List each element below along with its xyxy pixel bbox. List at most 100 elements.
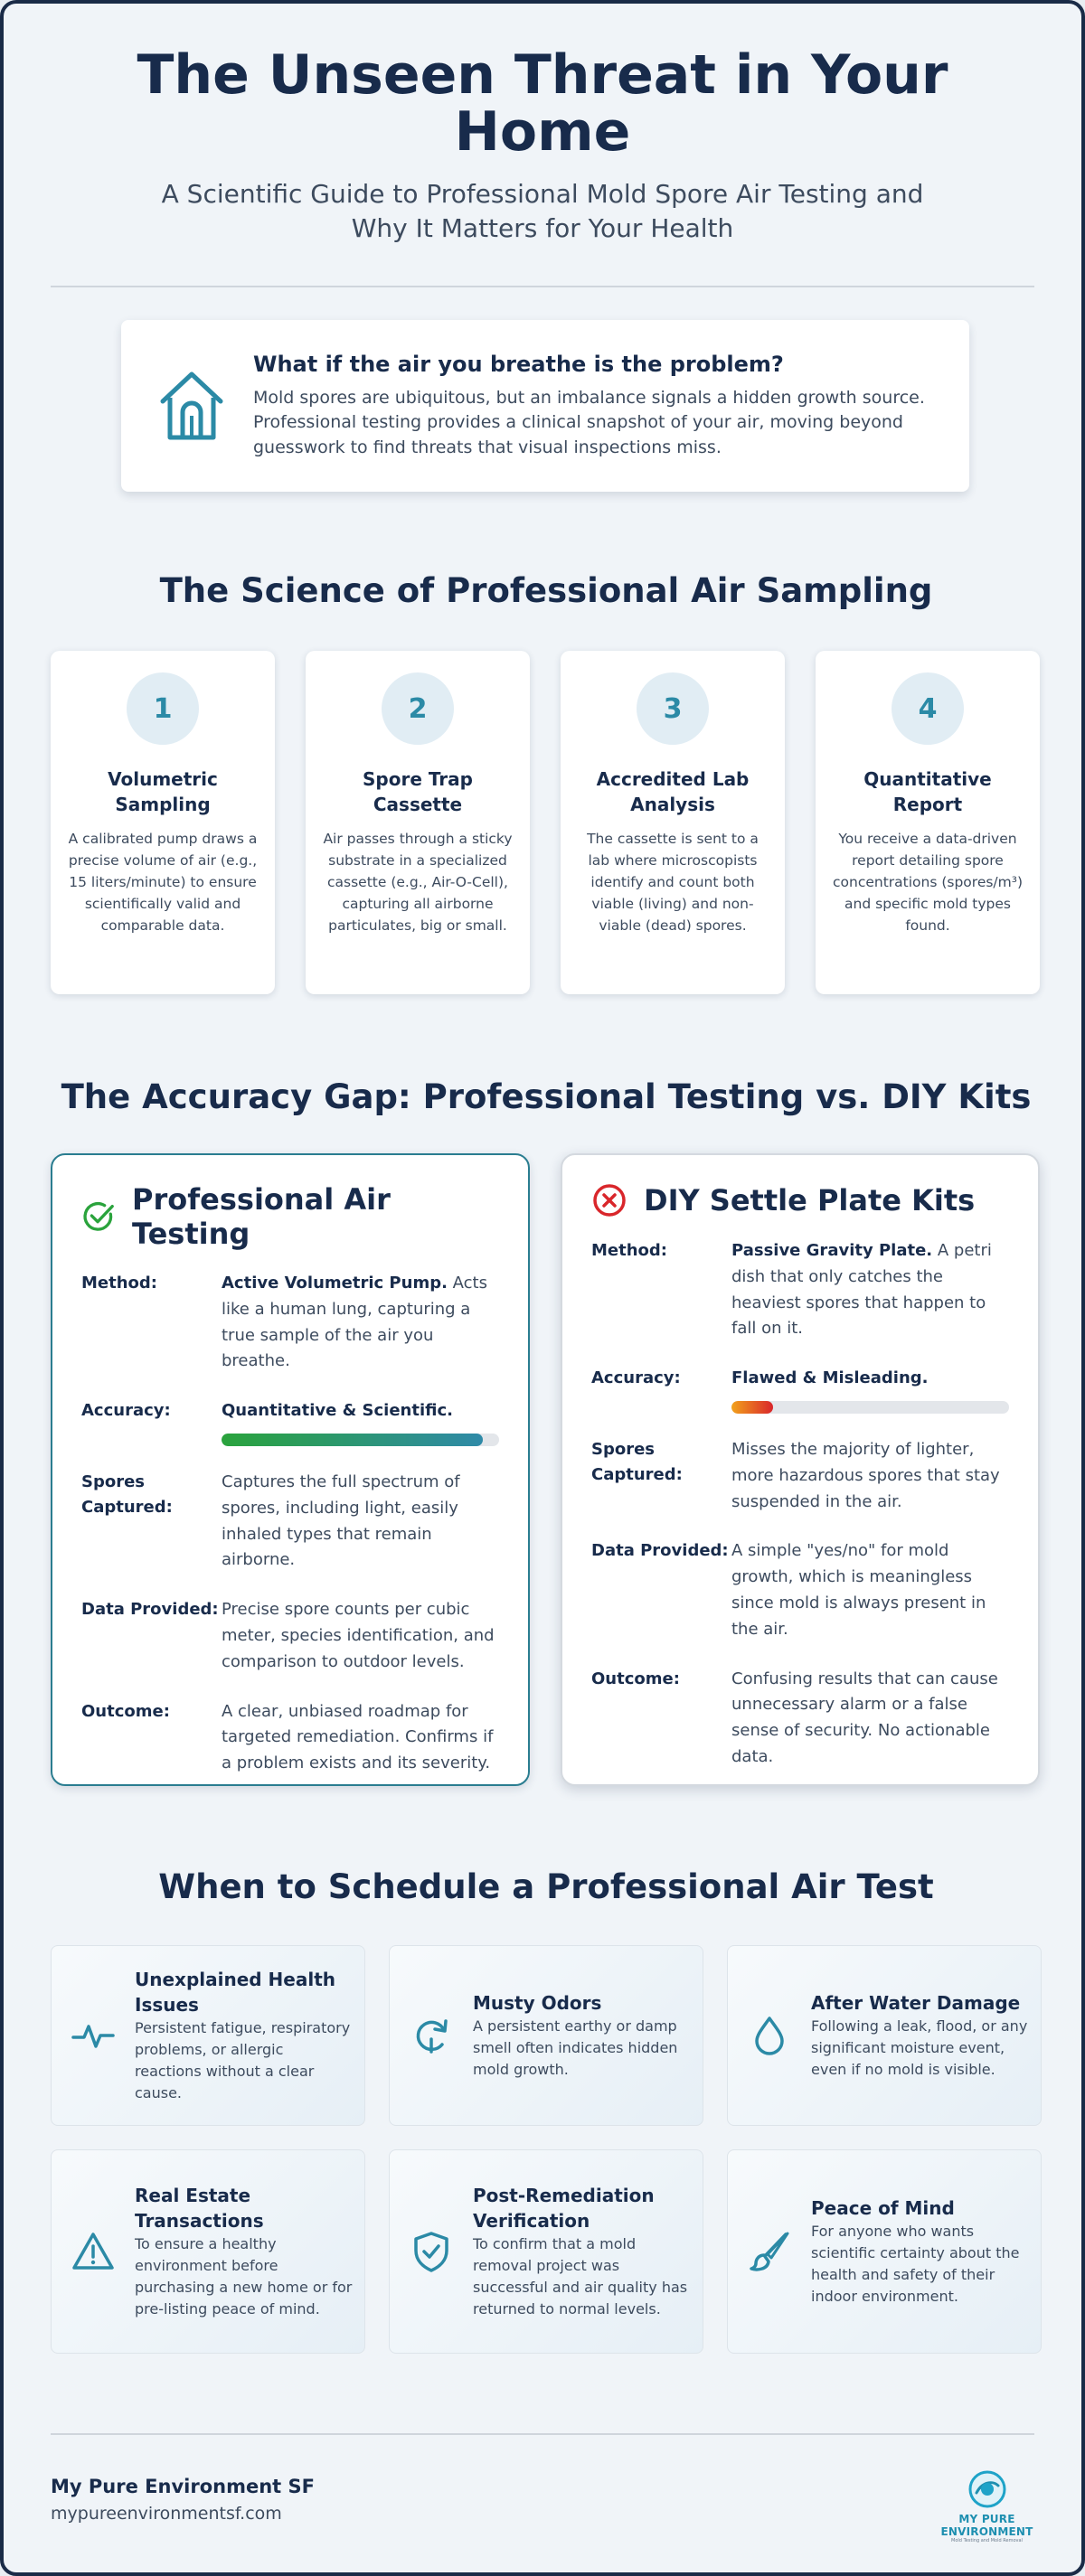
when-card-title: Musty Odors <box>473 1992 602 2014</box>
page-title: The Unseen Threat in Your Home <box>137 43 948 164</box>
footer-brand-name: My Pure Environment SF <box>51 2476 315 2497</box>
step-number: 2 <box>382 672 454 745</box>
when-title: When to Schedule a Professional Air Test <box>158 1867 934 1906</box>
logo-text: MY PURE ENVIRONMENT <box>940 2513 1033 2538</box>
intro-text: Mold spores are ubiquitous, but an imbal… <box>253 387 925 457</box>
refresh-icon <box>416 2019 448 2054</box>
when-card-content: Unexplained Health Issues Persistent fat… <box>135 1967 354 2104</box>
step-number: 4 <box>892 672 964 745</box>
pro-spores-value: Captures the full spectrum of spores, in… <box>222 1471 460 1570</box>
comparison-title: The Accuracy Gap: Professional Testing v… <box>61 1077 1032 1116</box>
science-title: The Science of Professional Air Sampling <box>159 571 933 610</box>
pro-spores-row: Spores Captured: Captures the full spect… <box>81 1470 499 1574</box>
page-subtitle: A Scientific Guide to Professional Mold … <box>161 179 924 243</box>
logo-globe-icon <box>968 2470 1005 2508</box>
step-card-1: 1 Volumetric Sampling A calibrated pump … <box>51 651 275 994</box>
pro-outcome-row: Outcome: A clear, unbiased roadmap for t… <box>81 1699 499 1777</box>
pro-accuracy-text: Quantitative & Scientific. <box>222 1401 453 1421</box>
when-card-peace: Peace of Mind For anyone who wants scien… <box>727 2149 1042 2354</box>
spores-label: Spores Captured: <box>81 1471 173 1517</box>
pro-testing-card: Professional Air Testing Method: Active … <box>51 1153 530 1786</box>
diy-accuracy-value: Flawed & Misleading. <box>731 1366 1009 1414</box>
accuracy-label: Accuracy: <box>591 1368 681 1388</box>
shield-check-icon <box>414 2232 448 2272</box>
diy-spores-row: Spores Captured: Misses the majority of … <box>591 1437 1009 1515</box>
diy-data-row: Data Provided: A simple "yes/no" for mol… <box>591 1538 1009 1642</box>
diy-method-text: A petri dish that only catches the heavi… <box>731 1241 992 1339</box>
diy-accuracy-bar <box>731 1400 1009 1414</box>
step-number: 3 <box>637 672 709 745</box>
when-card-water: After Water Damage Following a leak, flo… <box>727 1945 1042 2126</box>
spores-label: Spores Captured: <box>591 1439 683 1484</box>
data-label: Data Provided: <box>81 1600 219 1620</box>
accuracy-label: Accuracy: <box>81 1401 171 1421</box>
when-card-title: Post-Remediation Verification <box>473 2185 655 2232</box>
diy-data-value: A simple "yes/no" for mold growth, which… <box>731 1541 986 1639</box>
diy-method-row: Method: Passive Gravity Plate. A petri d… <box>591 1238 1009 1342</box>
step-title: Quantitative Report <box>863 768 992 815</box>
when-card-desc: To confirm that a mold removal project w… <box>473 2235 688 2317</box>
heartbeat-icon <box>71 2025 115 2048</box>
method-label: Method: <box>81 1274 157 1293</box>
step-desc: The cassette is sent to a lab where micr… <box>587 831 759 935</box>
when-card-content: Musty Odors A persistent earthy or damp … <box>473 1990 692 2081</box>
warning-icon <box>72 2233 114 2270</box>
data-label: Data Provided: <box>591 1541 729 1561</box>
diy-outcome-row: Outcome: Confusing results that can caus… <box>591 1667 1009 1771</box>
diy-method-bold: Passive Gravity Plate. <box>731 1241 933 1260</box>
pro-accuracy-row: Accuracy: Quantitative & Scientific. <box>81 1398 499 1446</box>
intro-content: What if the air you breathe is the probl… <box>253 352 933 461</box>
pro-method-bold: Active Volumetric Pump. <box>222 1274 448 1293</box>
step-title: Accredited Lab Analysis <box>596 768 750 815</box>
method-label: Method: <box>591 1241 667 1260</box>
when-card-post-remediation: Post-Remediation Verification To confirm… <box>389 2149 703 2354</box>
when-card-health: Unexplained Health Issues Persistent fat… <box>51 1945 365 2126</box>
brush-icon <box>750 2232 789 2271</box>
step-desc: Air passes through a sticky substrate in… <box>323 831 513 935</box>
step-card-3: 3 Accredited Lab Analysis The cassette i… <box>561 651 785 994</box>
step-title: Spore Trap Cassette <box>363 768 473 815</box>
when-card-odors: Musty Odors A persistent earthy or damp … <box>389 1945 703 2126</box>
step-number: 1 <box>127 672 199 745</box>
footer-url-link[interactable]: mypureenvironmentsf.com <box>51 2504 282 2524</box>
outcome-label: Outcome: <box>81 1701 170 1721</box>
diy-outcome-value: Confusing results that can cause unneces… <box>731 1669 998 1766</box>
pro-data-value: Precise spore counts per cubic meter, sp… <box>222 1600 495 1671</box>
pro-method-text: Acts like a human lung, capturing a true… <box>222 1274 487 1371</box>
step-desc: You receive a data-driven report detaili… <box>832 831 1024 935</box>
when-card-title: Peace of Mind <box>811 2197 955 2219</box>
pro-accuracy-value: Quantitative & Scientific. <box>222 1398 499 1446</box>
x-circle-icon <box>593 1184 626 1217</box>
header-divider <box>51 285 1034 287</box>
diy-card-header: DIY Settle Plate Kits <box>591 1182 1009 1218</box>
step-card-2: 2 Spore Trap Cassette Air passes through… <box>306 651 530 994</box>
pro-data-row: Data Provided: Precise spore counts per … <box>81 1597 499 1675</box>
when-card-desc: A persistent earthy or damp smell often … <box>473 2017 678 2078</box>
diy-accuracy-fill <box>731 1400 774 1414</box>
intro-card: What if the air you breathe is the probl… <box>121 320 969 492</box>
when-card-real-estate: Real Estate Transactions To ensure a hea… <box>51 2149 365 2354</box>
diy-card-title: DIY Settle Plate Kits <box>644 1183 976 1217</box>
when-card-content: After Water Damage Following a leak, flo… <box>811 1990 1030 2081</box>
when-card-desc: To ensure a healthy environment before p… <box>135 2235 353 2317</box>
diy-accuracy-row: Accuracy: Flawed & Misleading. <box>591 1366 1009 1414</box>
when-card-title: Unexplained Health Issues <box>135 1969 336 2016</box>
when-card-title: Real Estate Transactions <box>135 2185 264 2232</box>
header: The Unseen Threat in Your Home A Scienti… <box>4 4 1081 246</box>
pro-method-value: Active Volumetric Pump. Acts like a huma… <box>222 1271 499 1375</box>
diy-accuracy-text: Flawed & Misleading. <box>731 1368 929 1388</box>
when-card-content: Post-Remediation Verification To confirm… <box>473 2183 692 2320</box>
pro-outcome-value: A clear, unbiased roadmap for targeted r… <box>222 1701 494 1773</box>
diy-spores-value: Misses the majority of lighter, more haz… <box>731 1439 1000 1511</box>
footer-divider <box>51 2433 1034 2435</box>
intro-question: What if the air you breathe is the probl… <box>253 351 784 377</box>
when-card-content: Peace of Mind For anyone who wants scien… <box>811 2195 1030 2308</box>
when-card-desc: For anyone who wants scientific certaint… <box>811 2223 1020 2305</box>
outcome-label: Outcome: <box>591 1669 680 1688</box>
when-card-desc: Persistent fatigue, respiratory problems… <box>135 2019 351 2101</box>
brand-logo: MY PURE ENVIRONMENT Mold Testing and Mol… <box>930 2469 1043 2543</box>
house-icon <box>160 371 223 440</box>
water-drop-icon <box>755 2017 784 2055</box>
diy-kit-card: DIY Settle Plate Kits Method: Passive Gr… <box>561 1153 1040 1786</box>
